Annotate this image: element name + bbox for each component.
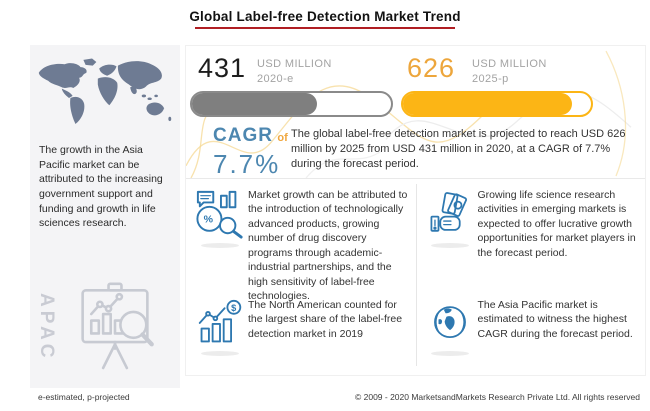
apac-note: The growth in the Asia Pacific market ca… [39,144,163,230]
apac-vertical-label: APAC [36,293,57,362]
cagr-of-label: of [277,132,288,144]
highlight-text: Market growth can be attributed to the i… [248,189,408,303]
icon-shadow [201,351,239,356]
cagr-label: CAGR [213,125,273,146]
cagr-block: CAGR of 7.7% [213,125,288,180]
market-summary-text: The global label-free detection market i… [291,128,626,170]
footnote: e-estimated, p-projected [38,392,130,402]
highlight-card-asia-pacific: The Asia Pacific market is estimated to … [416,289,646,376]
projected-year: 2025-p [472,72,509,85]
current-value: 431 [198,53,247,83]
highlight-text: The North American counted for the large… [248,299,403,340]
current-label: USD MILLION 2020-e [257,57,332,87]
highlight-card-drivers: % Market growth can be attributed to the… [186,179,416,302]
highlights-grid: % Market growth can be attributed to the… [186,179,645,376]
cagr-value: 7.7% [213,149,281,179]
page-title: Global Label-free Detection Market Trend [189,9,461,24]
stats-section: 431 USD MILLION 2020-e 626 USD MILLION 2… [186,46,645,179]
presentation-analysis-icon [81,282,154,370]
icon-box [422,188,478,248]
globe-icon [433,306,466,339]
highlight-text: Growing life science research activities… [477,189,636,259]
icon-shadow [430,243,469,248]
growth-chart-dollar-icon: $ [198,299,242,343]
icon-shadow [201,243,239,248]
projected-progress-fill [403,93,573,115]
copyright: © 2009 - 2020 MarketsandMarkets Research… [354,392,640,402]
svg-text:%: % [204,214,214,226]
title-underline [195,27,455,29]
money-hand-icon [430,192,467,232]
svg-text:$: $ [231,303,236,313]
apac-panel: The growth in the Asia Pacific market ca… [30,45,180,388]
highlight-card-north-america: $ The North American counted for the lar… [186,289,416,376]
projected-progress-bar [401,91,593,117]
current-year: 2020-e [257,72,294,85]
current-progress-bar [190,91,393,117]
highlight-card-opportunity: Growing life science research activities… [416,179,646,289]
projected-unit: USD MILLION [472,58,547,70]
icon-box: $ [192,298,248,356]
icon-box [422,298,478,356]
icon-shadow [430,351,469,356]
projected-label: USD MILLION 2025-p [472,57,547,87]
current-progress-fill [192,93,318,115]
highlight-text: The Asia Pacific market is estimated to … [477,299,633,340]
decorative-curves [186,50,632,178]
current-unit: USD MILLION [257,58,332,70]
market-summary-panel: 431 USD MILLION 2020-e 626 USD MILLION 2… [185,45,646,376]
world-map-icon [38,58,172,124]
projected-value: 626 [407,53,456,83]
icon-box: % [192,188,248,248]
market-analysis-icon: % [196,190,243,239]
